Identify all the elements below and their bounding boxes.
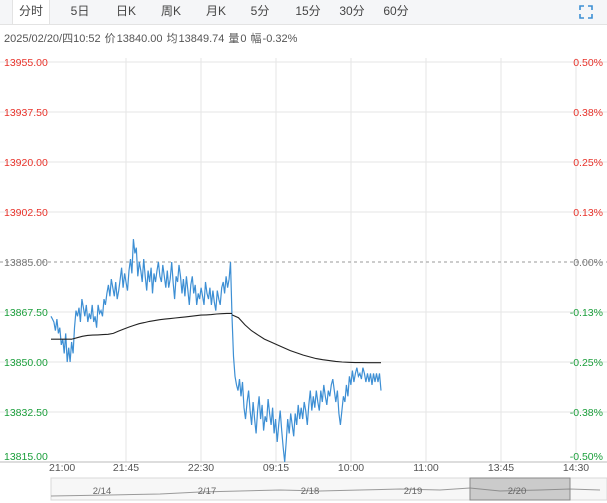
tab-intraday[interactable]: 分时 [12, 0, 50, 24]
avg-line-night-session [71, 312, 232, 340]
y-tick-label: 13885.00 [4, 257, 48, 269]
x-tick-label: 14:30 [563, 462, 589, 474]
pct-tick-label: 0.13% [573, 207, 603, 219]
change-label: 幅 [250, 33, 262, 45]
tab-30min[interactable]: 30分 [339, 4, 365, 18]
x-tick-label: 21:00 [49, 462, 75, 474]
pct-tick-label: 0.00% [573, 257, 603, 269]
timeframe-tabbar: 分时 5日 日K 周K 月K 5分 15分 30分 60分 [0, 0, 607, 25]
volume-value: 0 [240, 33, 247, 45]
price-value: 13840.00 [116, 33, 163, 45]
y-tick-label: 13920.00 [4, 157, 48, 169]
navigator-selection[interactable] [469, 477, 571, 501]
navigator-date-label: 2/17 [198, 486, 217, 497]
price-line-night-session [50, 239, 233, 363]
pct-tick-label: 0.50% [573, 57, 603, 69]
navigator-date-label: 2/14 [93, 486, 112, 497]
pct-tick-label: -0.50% [570, 451, 603, 463]
x-tick-label: 22:30 [188, 462, 214, 474]
range-navigator[interactable] [50, 477, 607, 501]
tab-5day[interactable]: 5日 [70, 4, 90, 18]
tab-5min[interactable]: 5分 [250, 4, 270, 18]
avg-line-day-session [231, 314, 381, 364]
pct-tick-label: 0.25% [573, 157, 603, 169]
tab-60min[interactable]: 60分 [383, 4, 409, 18]
quote-datetime: 2025/02/20/四10:52 [4, 33, 101, 45]
y-tick-label: 13867.50 [4, 307, 48, 319]
tab-daily-k[interactable]: 日K [115, 4, 136, 18]
x-tick-label: 10:00 [338, 462, 364, 474]
avg-value: 13849.74 [178, 33, 225, 45]
tab-weekly-k[interactable]: 周K [160, 4, 181, 18]
pct-tick-label: -0.13% [570, 307, 603, 319]
price-line-day-session [231, 316, 382, 463]
x-tick-label: 09:15 [263, 462, 289, 474]
navigator-date-label: 2/19 [404, 486, 423, 497]
expand-icon[interactable] [579, 5, 593, 19]
x-tick-label: 11:00 [413, 462, 439, 474]
y-tick-label: 13955.00 [4, 57, 48, 69]
avg-label: 均 [166, 33, 178, 45]
x-tick-label: 21:45 [113, 462, 139, 474]
navigator-date-label: 2/18 [301, 486, 320, 497]
navigator-date-label: 2/20 [508, 486, 527, 497]
y-tick-label: 13902.50 [4, 207, 48, 219]
pct-tick-label: -0.38% [570, 407, 603, 419]
navigator-line [50, 487, 601, 497]
y-tick-label: 13937.50 [4, 107, 48, 119]
tab-monthly-k[interactable]: 月K [205, 4, 226, 18]
pct-tick-label: 0.38% [573, 107, 603, 119]
y-tick-label: 13815.00 [4, 451, 48, 463]
change-value: -0.32% [262, 33, 298, 45]
quote-info-bar: 2025/02/20/四10:52 价13840.00 均13849.74 量0 幅-0… [4, 30, 301, 46]
y-tick-label: 13850.00 [4, 357, 48, 369]
volume-label: 量 [228, 33, 240, 45]
pct-tick-label: -0.25% [570, 357, 603, 369]
y-tick-label: 13832.50 [4, 407, 48, 419]
x-tick-label: 13:45 [488, 462, 514, 474]
price-label: 价 [104, 33, 116, 45]
tab-15min[interactable]: 15分 [295, 4, 321, 18]
